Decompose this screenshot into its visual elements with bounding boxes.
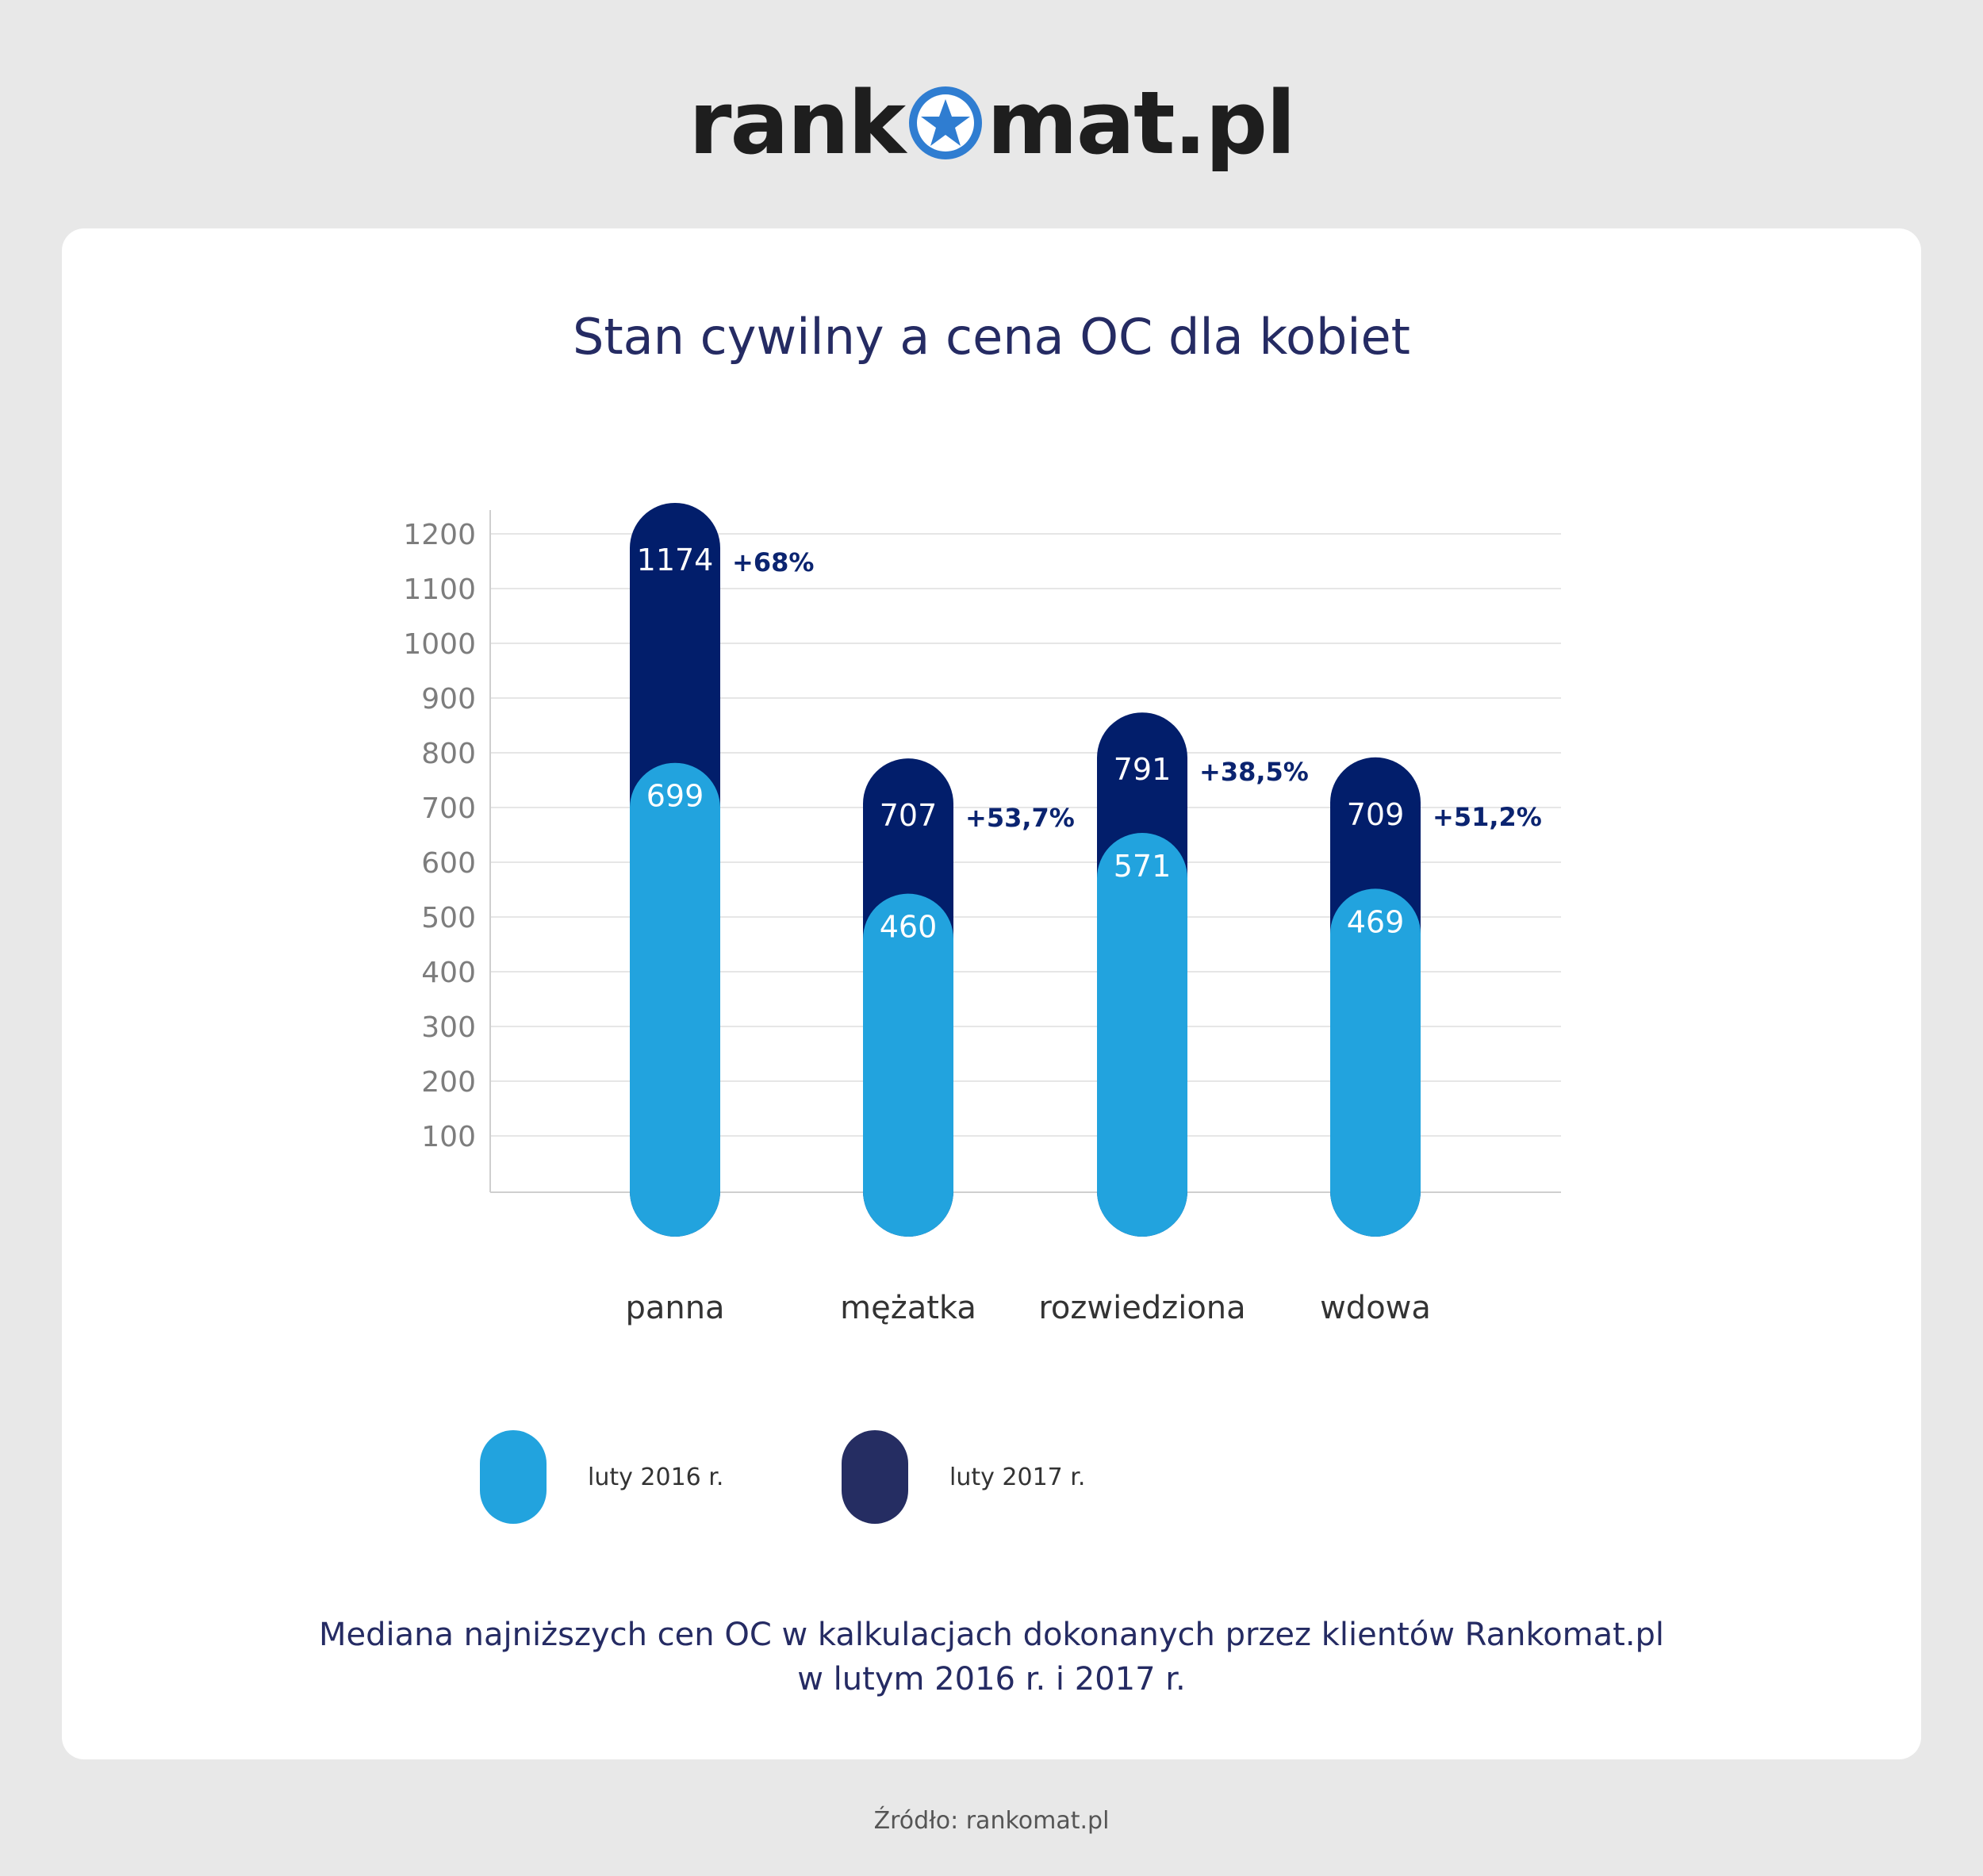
chart-caption: Mediana najniższych cen OC w kalkulacjac… — [62, 1613, 1921, 1701]
y-tick-label: 300 — [421, 1011, 476, 1044]
value-label-2017: 1174 — [637, 543, 714, 577]
y-tick-label: 1000 — [403, 628, 476, 661]
y-tick-label: 200 — [421, 1066, 476, 1099]
y-tick-label: 800 — [421, 738, 476, 770]
y-tick-label: 1200 — [403, 519, 476, 551]
legend-swatch-2016 — [480, 1430, 547, 1524]
change-label: +68% — [732, 547, 814, 577]
brand-logo: rank mat.pl — [0, 71, 1983, 175]
bar-2016 — [863, 893, 953, 1237]
bar-2016 — [1097, 833, 1187, 1237]
source-note: Źródło: rankomat.pl — [873, 1807, 1110, 1835]
change-label: +53,7% — [965, 803, 1075, 833]
y-tick-label: 1100 — [403, 574, 476, 606]
y-tick-label: 900 — [421, 683, 476, 715]
value-label-2016: 571 — [1114, 849, 1172, 884]
bar-chart: 100 200 300 400 500 600 700 800 900 1000 1100 1200 1… — [403, 502, 1561, 1326]
legend-swatch-2017 — [842, 1430, 908, 1524]
category-label: rozwiedziona — [1038, 1290, 1245, 1326]
bar-2016 — [1330, 888, 1421, 1237]
caption-line-1: Mediana najniższych cen OC w kalkulacjac… — [318, 1617, 1665, 1653]
logo-text-right: mat.pl — [987, 72, 1296, 174]
legend-label-2016: luty 2016 r. — [588, 1463, 724, 1491]
change-label: +51,2% — [1433, 802, 1542, 832]
change-label: +38,5% — [1199, 757, 1309, 787]
value-label-2016: 699 — [646, 779, 704, 814]
value-label-2016: 460 — [880, 910, 938, 945]
legend-item-2016: luty 2016 r. — [480, 1430, 723, 1524]
y-tick-label: 100 — [421, 1121, 476, 1153]
category-label: wdowa — [1320, 1290, 1431, 1326]
y-tick-label: 400 — [421, 957, 476, 989]
y-tick-label: 700 — [421, 792, 476, 825]
y-tick-label: 500 — [421, 902, 476, 934]
bar-2016 — [630, 762, 720, 1237]
logo-text-left: rank — [688, 72, 906, 174]
value-label-2017: 791 — [1114, 752, 1172, 787]
legend-label-2017: luty 2017 r. — [949, 1463, 1086, 1491]
chart-title: Stan cywilny a cena OC dla kobiet — [573, 308, 1410, 366]
star-circle-icon — [909, 86, 983, 159]
legend-item-2017: luty 2017 r. — [842, 1430, 1085, 1524]
category-label: panna — [625, 1290, 724, 1326]
value-label-2017: 709 — [1347, 797, 1405, 832]
value-label-2016: 469 — [1347, 904, 1405, 939]
value-label-2017: 707 — [880, 798, 938, 833]
category-label: mężatka — [840, 1290, 976, 1326]
y-tick-label: 600 — [421, 847, 476, 880]
chart-card: Stan cywilny a cena OC dla kobiet 100 200… — [62, 228, 1921, 1759]
caption-line-2: w lutym 2016 r. i 2017 r. — [797, 1661, 1186, 1698]
